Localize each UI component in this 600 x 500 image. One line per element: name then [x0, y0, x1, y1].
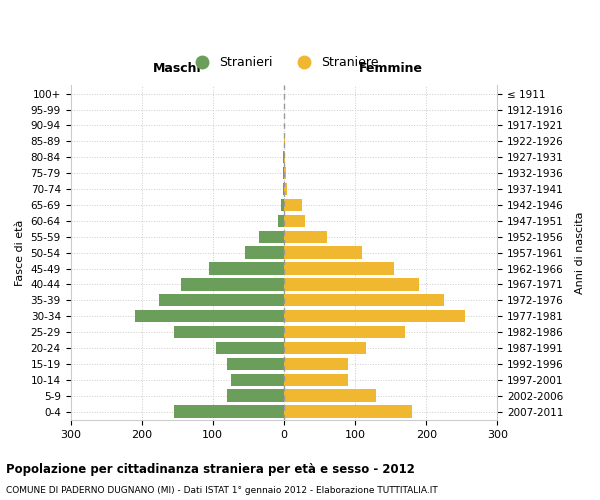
Bar	[181, 278, 284, 290]
Text: Popolazione per cittadinanza straniera per età e sesso - 2012: Popolazione per cittadinanza straniera p…	[6, 462, 415, 475]
Text: Femmine: Femmine	[359, 62, 422, 74]
Text: COMUNE DI PADERNO DUGNANO (MI) - Dati ISTAT 1° gennaio 2012 - Elaborazione TUTTI: COMUNE DI PADERNO DUGNANO (MI) - Dati IS…	[6, 486, 438, 495]
Bar	[259, 230, 284, 243]
Bar	[173, 326, 284, 338]
Bar	[160, 294, 284, 306]
Bar	[284, 246, 362, 259]
Bar	[284, 310, 466, 322]
Bar	[283, 151, 284, 164]
Bar	[227, 358, 284, 370]
Bar	[284, 342, 366, 354]
Bar	[283, 183, 284, 195]
Bar	[173, 406, 284, 417]
Bar	[227, 390, 284, 402]
Bar	[284, 294, 444, 306]
Bar	[284, 374, 348, 386]
Bar	[134, 310, 284, 322]
Bar	[283, 167, 284, 179]
Bar	[284, 326, 405, 338]
Bar	[278, 214, 284, 227]
Legend: Stranieri, Straniere: Stranieri, Straniere	[184, 51, 384, 74]
Text: Maschi: Maschi	[153, 62, 202, 74]
Bar	[284, 358, 348, 370]
Bar	[284, 151, 286, 164]
Bar	[284, 167, 286, 179]
Bar	[284, 214, 305, 227]
Bar	[217, 342, 284, 354]
Bar	[284, 198, 302, 211]
Bar	[284, 262, 394, 274]
Bar	[281, 198, 284, 211]
Bar	[284, 406, 412, 417]
Bar	[245, 246, 284, 259]
Bar	[209, 262, 284, 274]
Bar	[230, 374, 284, 386]
Y-axis label: Anni di nascita: Anni di nascita	[575, 212, 585, 294]
Bar	[284, 390, 376, 402]
Y-axis label: Fasce di età: Fasce di età	[15, 220, 25, 286]
Bar	[284, 278, 419, 290]
Bar	[284, 183, 287, 195]
Bar	[284, 230, 326, 243]
